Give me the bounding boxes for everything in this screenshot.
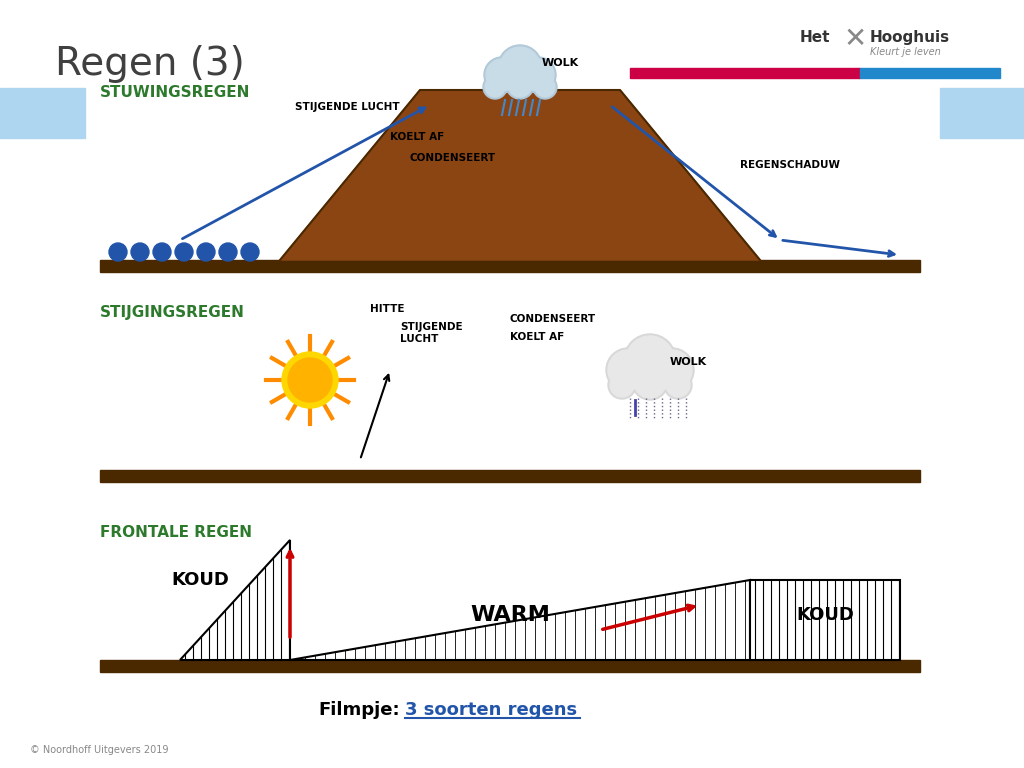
Polygon shape — [180, 540, 290, 660]
Text: HITTE: HITTE — [370, 304, 404, 314]
Circle shape — [486, 59, 518, 91]
Text: Regen (3): Regen (3) — [55, 45, 245, 83]
Circle shape — [534, 75, 557, 99]
Text: REGENSCHADUW: REGENSCHADUW — [740, 160, 840, 170]
Circle shape — [282, 352, 338, 408]
Circle shape — [632, 364, 668, 400]
Circle shape — [626, 336, 674, 384]
Circle shape — [109, 243, 127, 261]
Circle shape — [522, 59, 554, 91]
Polygon shape — [290, 580, 750, 660]
Text: KOELT AF: KOELT AF — [390, 132, 444, 142]
Circle shape — [153, 243, 171, 261]
Text: STIJGINGSREGEN: STIJGINGSREGEN — [100, 305, 245, 320]
Circle shape — [500, 47, 540, 87]
Circle shape — [498, 45, 542, 89]
Text: STIJGENDE
LUCHT: STIJGENDE LUCHT — [400, 323, 463, 344]
Text: CONDENSEERT: CONDENSEERT — [410, 153, 496, 163]
Bar — [630, 68, 860, 78]
Text: STIJGENDE LUCHT: STIJGENDE LUCHT — [295, 102, 399, 112]
Circle shape — [485, 77, 505, 97]
Circle shape — [652, 350, 692, 390]
Circle shape — [608, 371, 636, 399]
Text: FRONTALE REGEN: FRONTALE REGEN — [100, 525, 252, 540]
Circle shape — [508, 73, 532, 97]
Text: WOLK: WOLK — [670, 357, 708, 367]
Bar — [100, 260, 920, 272]
Circle shape — [288, 358, 332, 402]
Text: KOELT AF: KOELT AF — [510, 332, 564, 342]
Text: Hooghuis: Hooghuis — [870, 30, 950, 45]
Bar — [0, 88, 85, 138]
Circle shape — [610, 373, 634, 397]
Circle shape — [624, 334, 676, 386]
Text: CONDENSEERT: CONDENSEERT — [510, 314, 596, 324]
Text: Het: Het — [800, 30, 830, 45]
Circle shape — [606, 348, 650, 392]
Polygon shape — [750, 580, 900, 660]
Circle shape — [219, 243, 237, 261]
Circle shape — [535, 77, 555, 97]
Circle shape — [666, 373, 690, 397]
Circle shape — [520, 57, 556, 93]
Circle shape — [506, 71, 534, 99]
Circle shape — [131, 243, 150, 261]
Text: WOLK: WOLK — [542, 58, 580, 68]
Text: Filmpje:: Filmpje: — [318, 701, 400, 719]
Text: KOUD: KOUD — [171, 571, 229, 589]
Bar — [100, 660, 920, 672]
Circle shape — [608, 350, 648, 390]
Text: ✕: ✕ — [844, 25, 866, 53]
Text: STUWINGSREGEN: STUWINGSREGEN — [100, 85, 251, 100]
Bar — [860, 68, 1000, 78]
Circle shape — [241, 243, 259, 261]
Circle shape — [650, 348, 694, 392]
Polygon shape — [280, 90, 760, 260]
Text: WARM: WARM — [470, 605, 550, 625]
Circle shape — [197, 243, 215, 261]
Text: 3 soorten regens: 3 soorten regens — [406, 701, 578, 719]
Circle shape — [483, 75, 507, 99]
Text: KOUD: KOUD — [796, 606, 854, 624]
Text: © Noordhoff Uitgevers 2019: © Noordhoff Uitgevers 2019 — [30, 745, 169, 755]
Circle shape — [634, 366, 666, 398]
Bar — [940, 88, 1024, 138]
Text: Kleurt je leven: Kleurt je leven — [870, 47, 941, 57]
Circle shape — [664, 371, 692, 399]
Bar — [100, 470, 920, 482]
Circle shape — [484, 57, 520, 93]
Circle shape — [175, 243, 193, 261]
